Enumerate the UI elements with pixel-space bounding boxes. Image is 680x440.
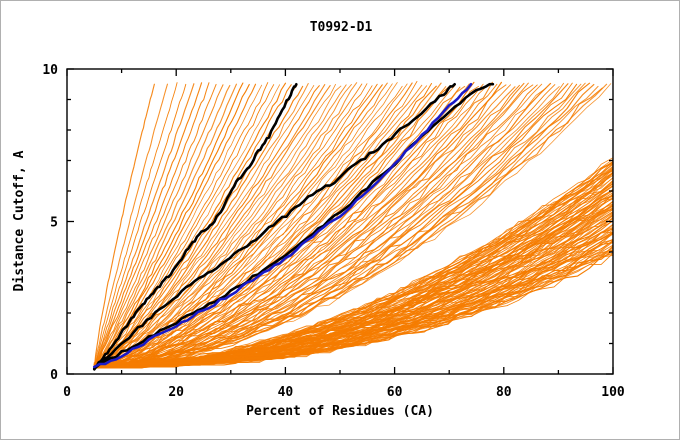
ensemble-curve [93,83,336,369]
ensemble-curve [93,82,210,369]
ensemble-curve [93,83,582,368]
ensemble-curve [93,82,203,369]
ensemble-curve [93,254,613,365]
y-tick-label: 0 [50,368,58,383]
x-axis-label: Percent of Residues (CA) [246,404,434,419]
ensemble-curve [93,84,231,368]
x-tick-label: 100 [601,385,625,400]
page-title: T0992-D1 [310,20,373,35]
x-tick-labels: 0 20 40 60 80 100 [63,385,625,400]
highlight-curve-blue-reference [93,82,473,369]
ensemble-curve [93,86,447,367]
ensemble-curve [93,83,195,368]
ensemble-curve [93,86,461,367]
ensemble-curve [93,84,520,369]
ensemble-curve [93,82,269,369]
ensemble-curve [93,82,178,367]
ensemble-curve [93,82,565,369]
ensemble-curve [93,84,538,369]
ensemble-curve [93,85,304,368]
highlight-curve-black-reference-3 [93,82,495,370]
highlight-curve-black-reference-1 [93,82,298,371]
ensemble-curve [93,83,237,368]
ensemble-curve [93,85,599,369]
ensemble-curve [93,83,217,368]
ensemble-curve [93,86,479,369]
ensemble-curve [93,84,383,369]
ensemble-curve [93,84,534,367]
ensemble-curve [93,82,287,368]
curve-layer [93,80,613,371]
ensemble-curve [93,85,452,368]
y-tick-labels: 0 5 10 [42,63,58,383]
ensemble-curve [93,82,309,369]
ensemble-curve [93,83,187,369]
ensemble-curve [93,252,613,369]
x-tick-label: 0 [63,385,71,400]
ensemble-curve [93,84,224,369]
ensemble-curve [93,82,244,368]
y-axis-label: Distance Cutoff, A [12,150,27,291]
x-tick-label: 60 [387,385,403,400]
x-tick-label: 20 [168,385,184,400]
ensemble-curve [93,208,613,369]
x-tick-label: 40 [278,385,294,400]
ensemble-curve [93,84,331,368]
y-tick-label: 10 [42,63,58,78]
ensemble-curve [93,80,418,369]
x-tick-label: 80 [496,385,512,400]
tick-marks [66,68,614,375]
highlight-curve-black-reference-2 [93,82,456,371]
ensemble-curve [93,83,155,369]
ensemble-curve [93,84,489,368]
ensemble-curve [93,83,168,369]
ensemble-curve [93,83,569,368]
ensemble-curve [93,84,326,369]
y-tick-label: 5 [50,216,58,231]
ensemble-curve [93,86,516,369]
ensemble-curve [93,81,475,369]
ensemble-curve [93,84,263,369]
ensemble-curve [93,85,320,369]
ensemble-curve [93,83,612,369]
